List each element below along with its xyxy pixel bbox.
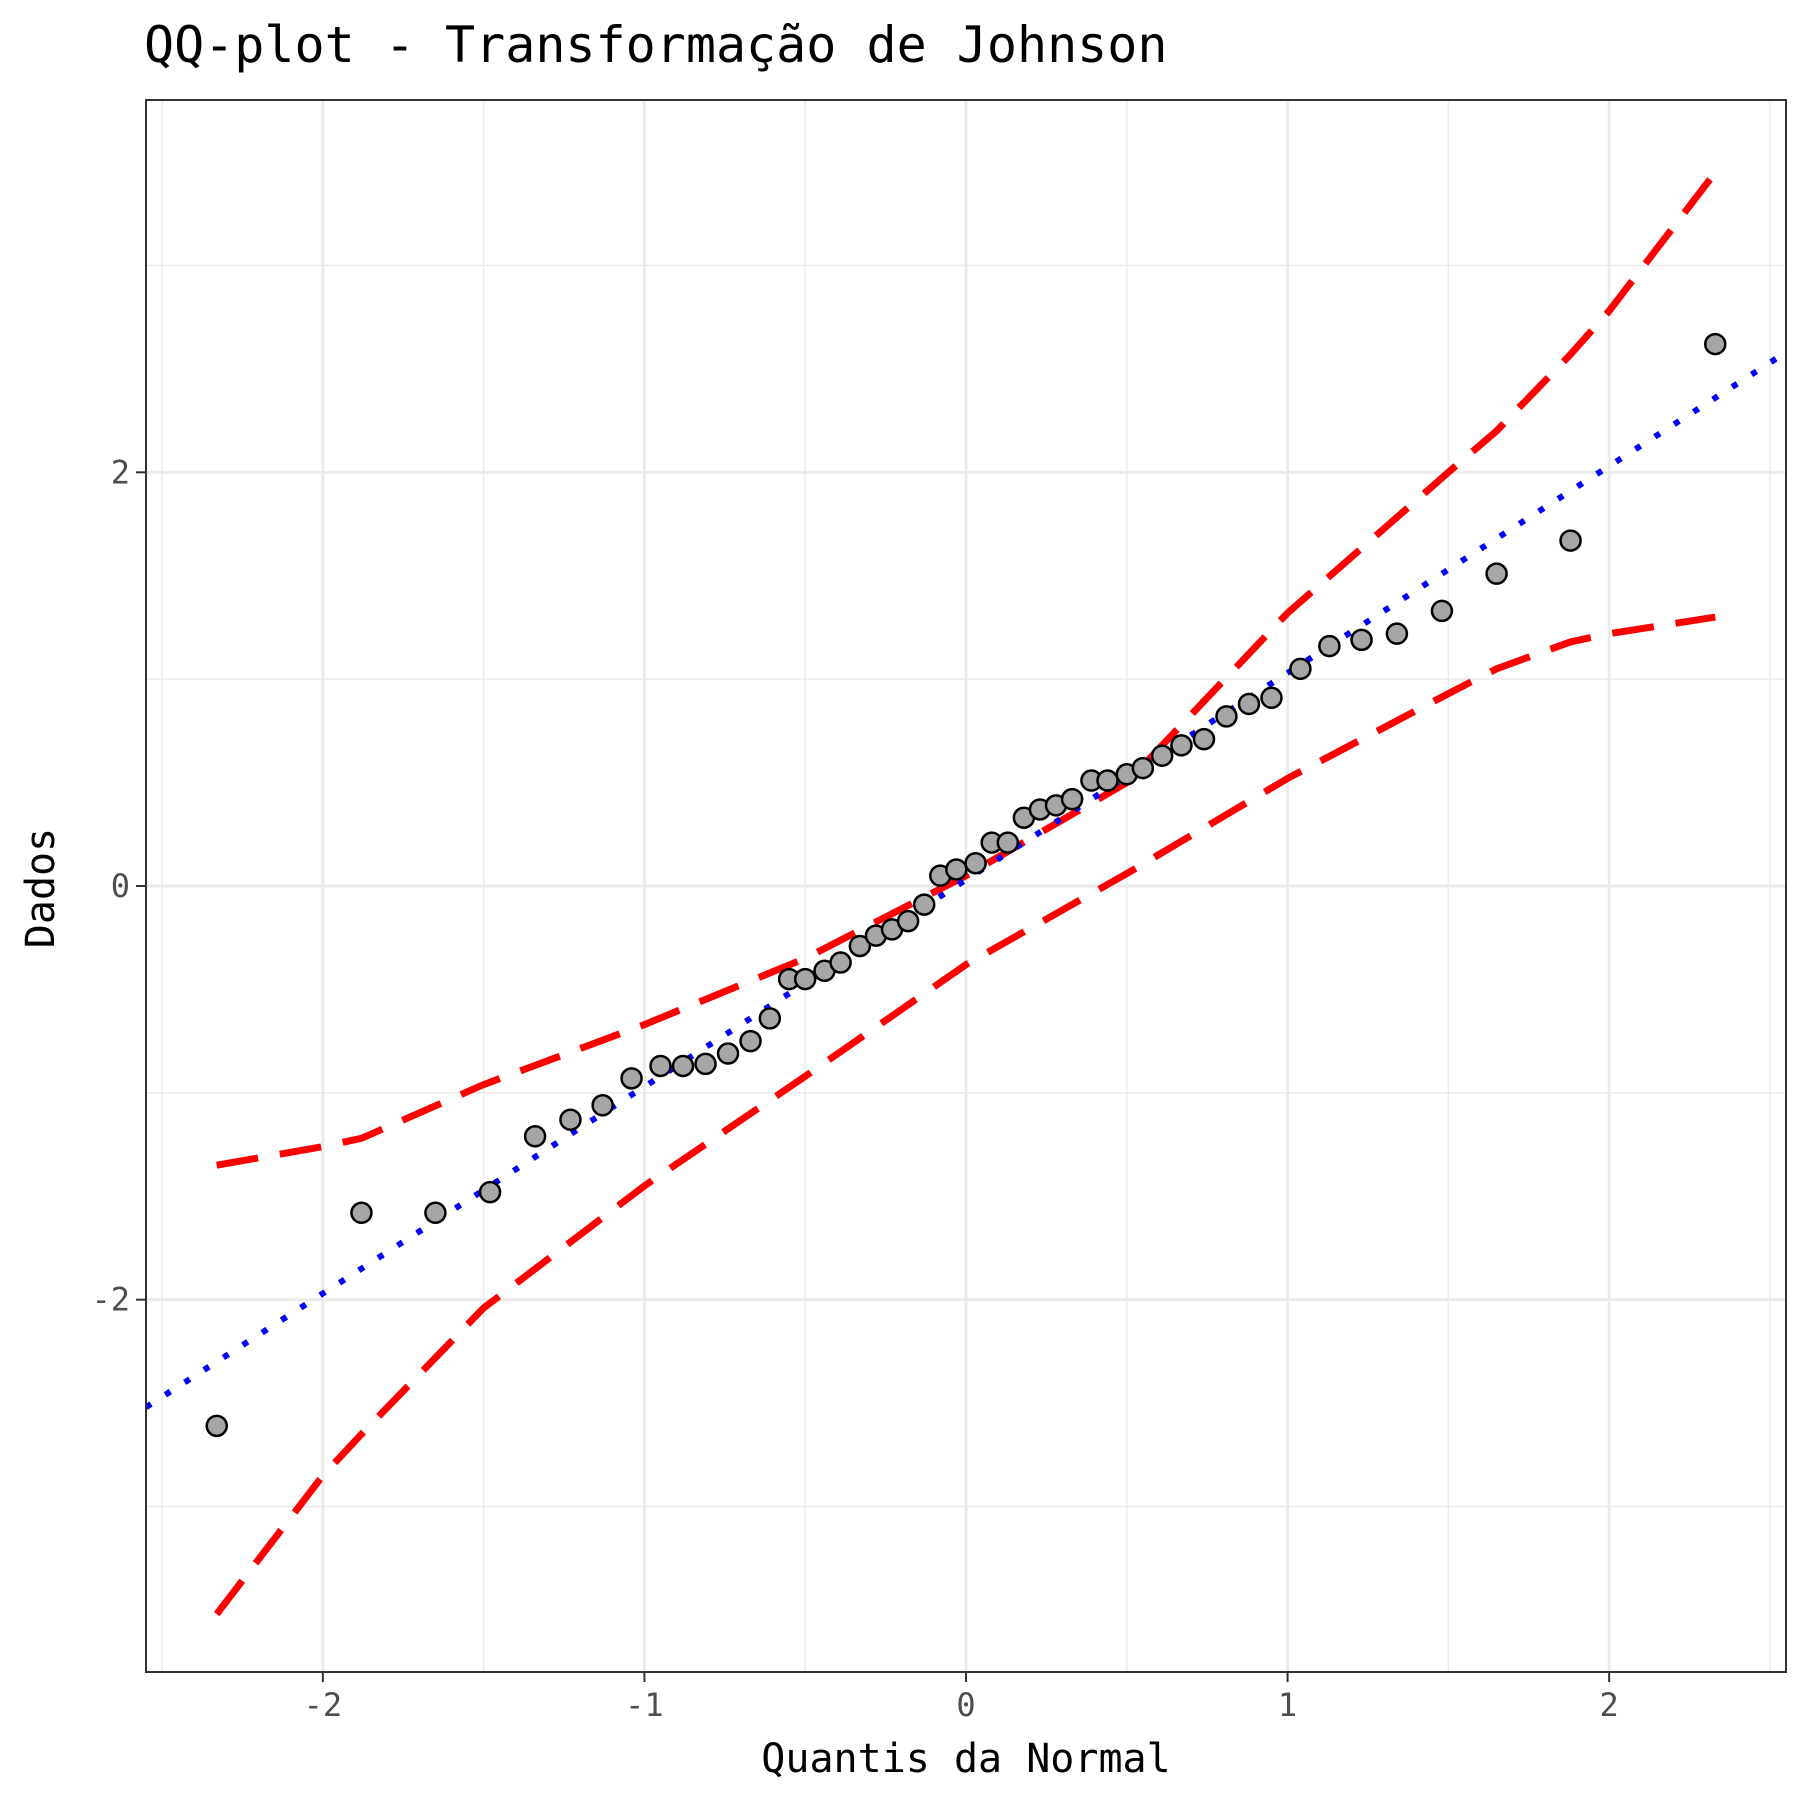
data-point [1170, 734, 1193, 757]
data-point [350, 1201, 373, 1225]
x-axis-label: Quantis da Normal [761, 1736, 1170, 1782]
data-point [1430, 599, 1454, 623]
data-point [205, 1414, 228, 1438]
confidence-band [213, 170, 1719, 1617]
data-point [1150, 744, 1174, 767]
y-tick-label: 0 [111, 867, 130, 905]
data-point [1289, 657, 1312, 681]
chart-title: QQ-plot - Transformação de Johnson [144, 16, 1168, 74]
confidence-band-upper-line [216, 170, 1719, 1169]
data-point [996, 831, 1020, 854]
data-point [848, 934, 872, 958]
x-tick-label: 2 [1600, 1686, 1619, 1724]
data-point [1215, 705, 1238, 728]
data-point [945, 858, 968, 881]
data-point [964, 851, 987, 875]
data-point [1237, 692, 1261, 716]
data-point [793, 967, 817, 991]
reference-line [146, 349, 1786, 1410]
data-point [1131, 756, 1155, 780]
data-point [1385, 622, 1409, 645]
data-point [424, 1201, 447, 1225]
data-point [1485, 562, 1508, 585]
data-point [559, 1108, 582, 1131]
data-point [758, 1007, 782, 1030]
data-point [620, 1067, 643, 1090]
data-point [1704, 332, 1727, 356]
data-point [649, 1054, 672, 1078]
data-point [1060, 787, 1084, 811]
data-points [205, 332, 1727, 1438]
confidence-band-lower-line [213, 613, 1716, 1617]
data-point [739, 1029, 762, 1053]
grid [146, 100, 1786, 1672]
x-tick-label: 1 [1278, 1686, 1297, 1724]
x-axis: -2 -1 0 1 2 [304, 1672, 1619, 1724]
data-point [478, 1180, 502, 1204]
data-point [912, 893, 936, 916]
y-tick-label: 2 [111, 453, 130, 491]
data-point [694, 1052, 717, 1076]
data-point [1559, 529, 1582, 552]
data-point [716, 1042, 740, 1065]
data-point [1096, 769, 1119, 792]
data-point [671, 1054, 695, 1078]
y-tick-label: -2 [91, 1281, 130, 1319]
data-point [829, 951, 852, 974]
x-tick-label: -2 [304, 1686, 343, 1724]
data-point [1318, 634, 1341, 658]
data-point [1260, 686, 1283, 710]
y-axis-label: Dados [18, 828, 64, 948]
data-point [523, 1125, 547, 1148]
data-point [896, 909, 920, 933]
x-tick-label: 0 [956, 1686, 975, 1724]
x-tick-label: -1 [625, 1686, 664, 1724]
data-point [1350, 628, 1373, 652]
data-point [1192, 727, 1216, 751]
reference-line-group [146, 349, 1786, 1410]
y-axis: -2 0 2 [91, 453, 146, 1319]
data-point [591, 1094, 614, 1117]
